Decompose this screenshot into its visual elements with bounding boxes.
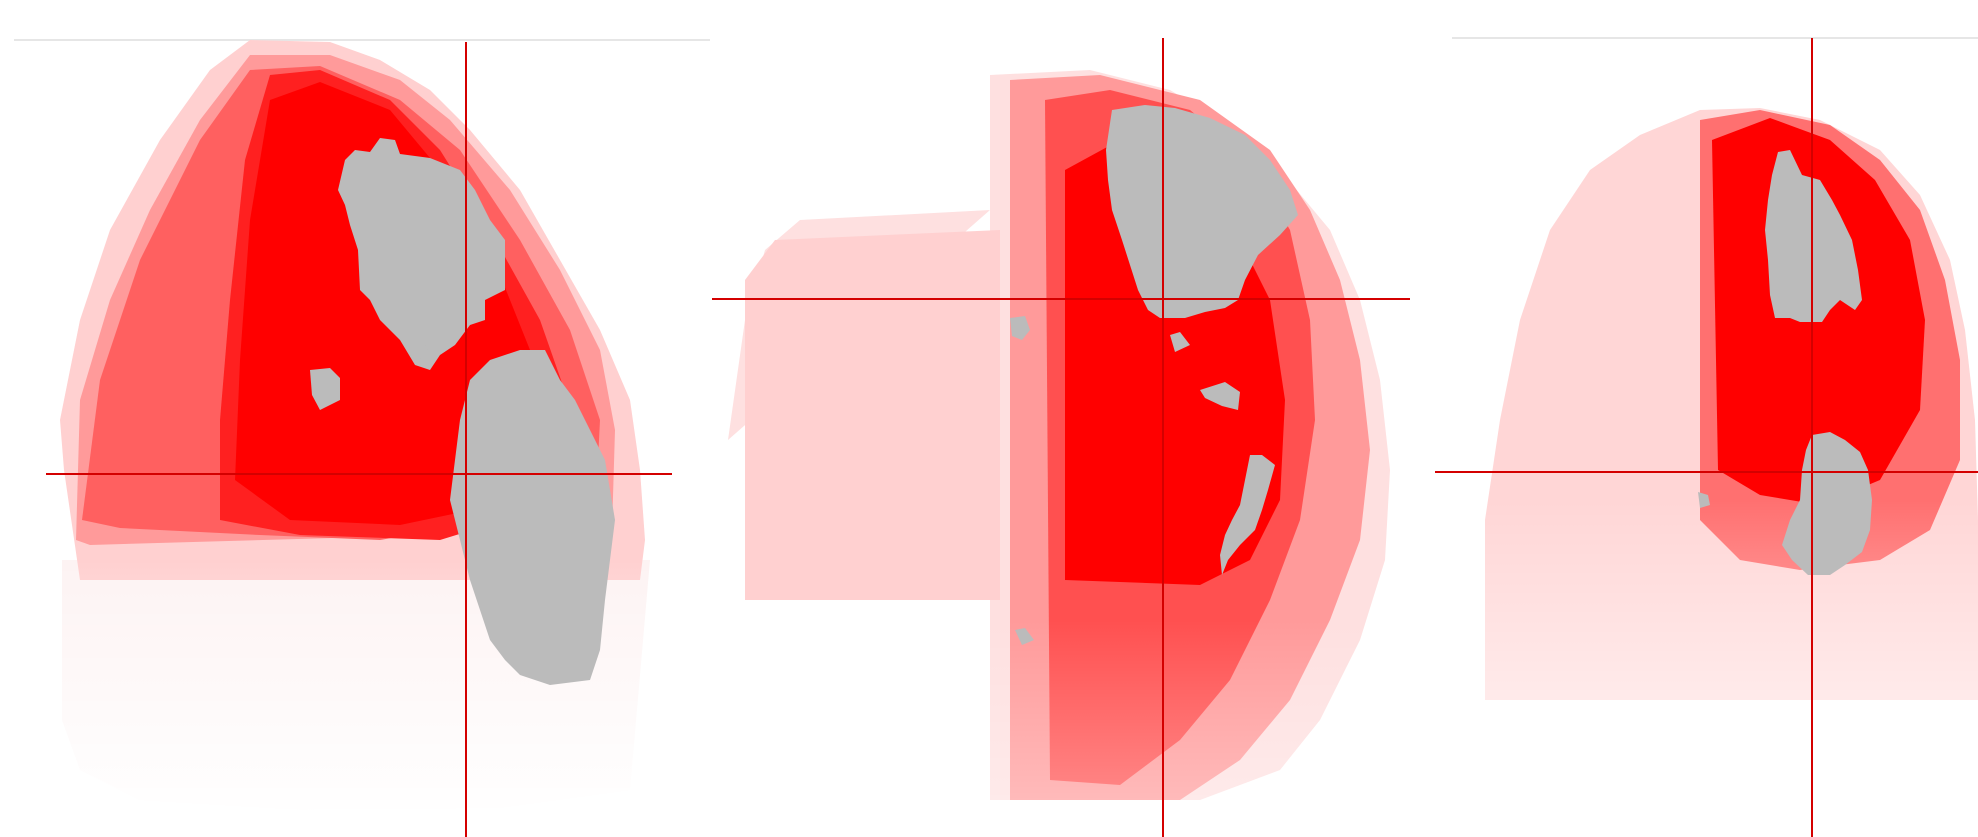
panel-right-crosshair[interactable] (1435, 38, 1978, 837)
panel-left-anatomy (310, 138, 615, 685)
panel-center[interactable] (712, 38, 1410, 837)
panel-right-heatmap (1470, 108, 1978, 820)
panel-right[interactable] (1435, 37, 1978, 837)
panel-left-crosshair[interactable] (46, 42, 672, 837)
panel-left[interactable] (14, 39, 710, 837)
panel-center-crosshair[interactable] (712, 38, 1410, 837)
panel-right-anatomy (1698, 150, 1872, 575)
panel-center-heatmap (728, 70, 1390, 820)
panel-center-anatomy (1010, 105, 1298, 645)
